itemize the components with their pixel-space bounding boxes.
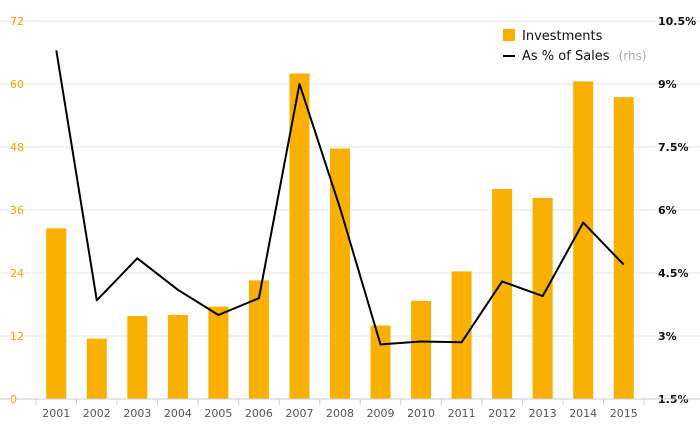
legend-swatch-investments [503,29,515,41]
x-tick-label: 2001 [42,407,70,420]
x-tick-label: 2011 [448,407,476,420]
x-tick-label: 2009 [367,407,395,420]
x-tick-label: 2002 [83,407,111,420]
x-tick-label: 2012 [488,407,516,420]
bar-2005 [208,306,229,399]
left-tick-label: 12 [10,330,24,343]
x-tick-label: 2010 [407,407,435,420]
legend-label-sales-name: As % of Sales [522,49,610,64]
bar-series [46,73,634,399]
x-tick-label: 2003 [123,407,151,420]
bar-2008 [330,148,350,399]
right-tick-label: 6% [658,204,677,217]
x-tick-label: 2007 [285,407,313,420]
bar-2007 [289,73,310,399]
x-tick-label: 2015 [610,407,638,420]
bar-2009 [370,325,391,399]
bar-2014 [573,81,594,399]
bar-2001 [46,228,67,399]
line-series [55,50,625,346]
right-tick-label: 3% [658,330,677,343]
left-tick-label: 72 [10,15,24,28]
right-tick-label: 10.5% [658,15,696,28]
x-tick-label: 2008 [326,407,354,420]
left-tick-label: 48 [10,141,24,154]
bar-2010 [411,300,432,399]
right-tick-label: 7.5% [658,141,689,154]
left-tick-label: 36 [10,204,24,217]
x-tick-label: 2014 [569,407,597,420]
left-axis: 0122436486072 [10,15,24,406]
x-tick-label: 2004 [164,407,192,420]
right-tick-label: 9% [658,78,677,91]
bar-2004 [167,315,188,399]
bar-2013 [532,197,553,399]
bar-2015 [613,97,634,399]
bar-2011 [451,271,472,399]
x-tick-label: 2006 [245,407,273,420]
right-tick-label: 4.5% [658,267,689,280]
bar-2006 [248,280,269,399]
legend-label-investments: Investments [522,29,603,44]
bar-2012 [492,189,513,399]
x-tick-label: 2013 [529,407,557,420]
legend-label-sales: As % of Sales (rhs) [522,45,647,64]
right-axis: 1.5%3%4.5%6%7.5%9%10.5% [658,15,696,406]
bar-2003 [127,316,148,399]
left-tick-label: 60 [10,78,24,91]
x-axis: 2001 2002 2003 2004 2005 2006 2007 2008 2009 2010… [0,398,700,420]
x-tick-label: 2005 [204,407,232,420]
bar-2002 [86,338,107,399]
legend: Investments As % of Sales (rhs) [503,29,647,64]
left-tick-label: 24 [10,267,24,280]
legend-label-sales-suffix: (rhs) [619,49,647,63]
